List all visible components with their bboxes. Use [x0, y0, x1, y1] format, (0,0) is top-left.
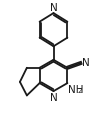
Text: 2: 2 [78, 88, 82, 94]
Text: N: N [82, 58, 90, 68]
Text: N: N [50, 3, 57, 13]
Text: NH: NH [68, 84, 83, 94]
Text: N: N [50, 92, 57, 102]
